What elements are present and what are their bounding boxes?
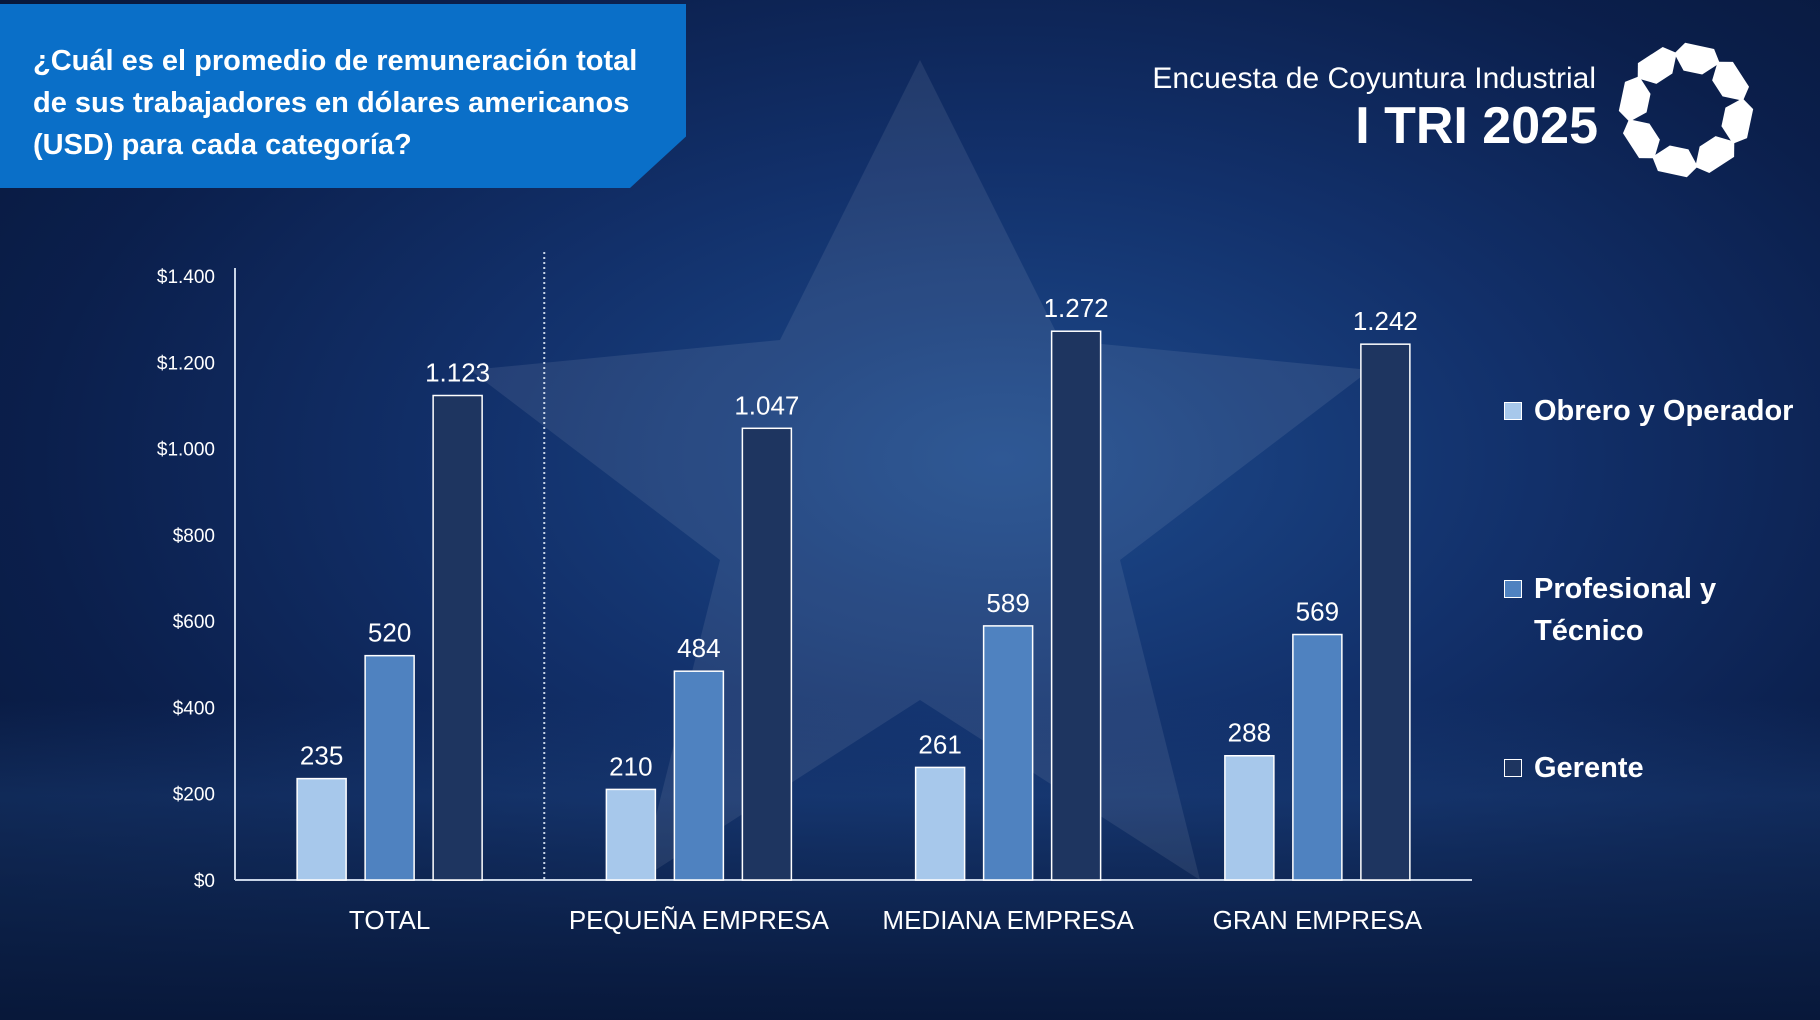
logo-arrow-segment: [1712, 61, 1750, 101]
y-tick-label: $0: [194, 871, 215, 892]
data-label: 484: [677, 633, 720, 663]
survey-name: Encuesta de Coyuntura Industrial: [1152, 62, 1596, 95]
chart-title: ¿Cuál es el promedio de remuneración tot…: [33, 45, 638, 161]
logo-arrow-segment: [1637, 46, 1677, 84]
legend-label-profesional: Profesional y Técnico: [1534, 573, 1717, 647]
legend-label-obrero: Obrero y Operador: [1534, 395, 1794, 427]
title-banner: [0, 4, 686, 188]
y-tick-label: $800: [173, 526, 215, 547]
logo-arrow-segment: [1695, 136, 1735, 174]
y-tick-label: $1.400: [157, 267, 215, 288]
bar-gerente: [432, 394, 483, 881]
bar-profesional: [673, 670, 725, 881]
legend-label-gerente: Gerente: [1534, 752, 1644, 784]
x-category-label: PEQUEÑA EMPRESA: [569, 905, 830, 935]
bar-profesional: [1292, 633, 1343, 881]
y-tick-label: $1.000: [157, 440, 215, 461]
logo-arrow-segment: [1622, 119, 1660, 159]
y-tick-label: $400: [173, 698, 215, 719]
logo-arrow-segment: [1674, 42, 1720, 75]
bar-obrero: [605, 788, 657, 881]
logo-arrow-segment: [1618, 76, 1651, 122]
data-label: 520: [368, 618, 411, 648]
bar-gerente: [1360, 343, 1411, 881]
bar-obrero: [296, 777, 347, 881]
bar-obrero: [1224, 754, 1275, 881]
x-category-label: MEDIANA EMPRESA: [882, 905, 1134, 935]
bar-gerente: [741, 427, 793, 881]
y-tick-label: $600: [173, 612, 215, 633]
logo-arrow-segment: [1721, 98, 1754, 144]
bar-profesional: [364, 654, 415, 881]
bar-profesional: [982, 625, 1034, 881]
data-label: 210: [609, 751, 652, 781]
data-label: 1.242: [1353, 306, 1418, 336]
legend-swatch-obrero: [1504, 402, 1522, 420]
legend-swatch-profesional: [1504, 580, 1522, 598]
legend-swatch-gerente: [1504, 759, 1522, 777]
x-category-label: GRAN EMPRESA: [1213, 905, 1423, 935]
data-label: 1.047: [734, 390, 799, 420]
bar-gerente: [1050, 330, 1102, 881]
y-tick-label: $200: [173, 785, 215, 806]
logo-arrow-segment: [1652, 145, 1698, 178]
data-label: 569: [1296, 597, 1339, 627]
data-label: 1.123: [425, 358, 490, 388]
data-label: 589: [986, 588, 1029, 618]
bar-obrero: [914, 766, 966, 881]
data-label: 235: [300, 741, 343, 771]
data-label: 288: [1228, 718, 1271, 748]
data-label: 1.272: [1044, 293, 1109, 323]
data-label: 261: [918, 729, 961, 759]
x-category-label: TOTAL: [349, 905, 430, 935]
y-tick-label: $1.200: [157, 353, 215, 374]
survey-period: I TRI 2025: [1355, 97, 1598, 155]
ring-of-arrows-logo-icon: [1618, 42, 1754, 178]
